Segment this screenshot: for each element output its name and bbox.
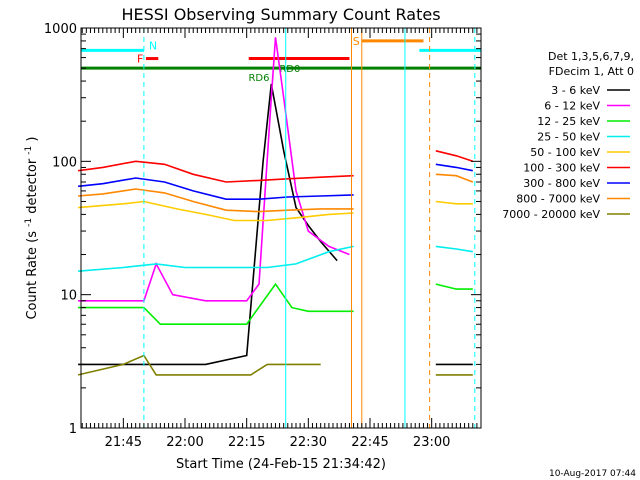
flag-label: S xyxy=(353,35,360,48)
legend-label: 300 - 800 keV xyxy=(523,177,600,190)
x-tick-label: 22:45 xyxy=(351,435,388,450)
y-label-sup-1: -1 xyxy=(24,218,34,227)
legend-label: 6 - 12 keV xyxy=(544,100,600,113)
series-line-6 xyxy=(78,163,473,200)
series-line-2 xyxy=(78,282,473,325)
legend-label: 12 - 25 keV xyxy=(537,115,600,128)
legend-label: 100 - 300 keV xyxy=(523,162,600,175)
x-tick-label: 23:00 xyxy=(413,435,450,450)
legend-header-1: Det 1,3,5,6,7,9, xyxy=(548,50,634,63)
axis-ticks: 1 10 100 1000 21:45 22:00 22:15 22:30 22:45 23:00 xyxy=(44,22,482,450)
y-label-part-3: ) xyxy=(25,136,40,141)
legend-label: 25 - 50 keV xyxy=(537,131,600,144)
series-line-0 xyxy=(78,83,473,366)
legend-header-2: FDecim 1, Att 0 xyxy=(549,65,634,78)
series-line-5 xyxy=(77,150,474,183)
series-layer xyxy=(77,37,474,376)
y-tick-label: 1 xyxy=(69,422,77,437)
series-line-8 xyxy=(77,354,473,376)
series-line-4 xyxy=(78,200,473,222)
date-stamp: 10-Aug-2017 07:44 xyxy=(549,469,636,479)
legend: Det 1,3,5,6,7,9, FDecim 1, Att 0 3 - 6 k… xyxy=(502,50,634,221)
y-label-part-1: Count Rate (s xyxy=(25,231,40,320)
x-tick-label: 22:00 xyxy=(166,435,203,450)
y-label-sup-2: -1 xyxy=(24,146,34,155)
flag-label: F xyxy=(137,53,143,66)
attenuator-lines xyxy=(80,28,476,428)
y-tick-label: 100 xyxy=(52,155,77,170)
series-line-7 xyxy=(78,173,474,213)
chart-title: HESSI Observing Summary Count Rates xyxy=(121,5,440,24)
legend-label: 7000 - 20000 keV xyxy=(502,208,600,221)
x-tick-label: 22:30 xyxy=(290,435,327,450)
x-tick-label: 21:45 xyxy=(105,435,142,450)
x-axis-label: Start Time (24-Feb-15 21:34:42) xyxy=(176,457,386,472)
legend-items: 3 - 6 keV 6 - 12 keV 12 - 25 keV 25 - 50 ke… xyxy=(502,84,630,221)
series-line-1 xyxy=(78,37,350,302)
y-tick-label: 10 xyxy=(60,289,77,304)
flag-text: RD6 xyxy=(248,73,269,84)
y-label-part-2: detector xyxy=(25,158,40,214)
instrument-flags: NF S RD6 RD0 xyxy=(81,35,481,84)
legend-label: 3 - 6 keV xyxy=(551,84,600,97)
flag-label: N xyxy=(149,39,157,52)
y-axis-label: Count Rate (s -1 detector -1 ) xyxy=(20,136,40,319)
x-tick-label: 22:15 xyxy=(228,435,265,450)
legend-label: 50 - 100 keV xyxy=(530,146,600,159)
legend-label: 800 - 7000 keV xyxy=(516,193,600,206)
series-line-3 xyxy=(78,245,473,272)
y-tick-label: 1000 xyxy=(44,22,77,37)
flag-text: RD0 xyxy=(279,64,300,75)
plot-frame xyxy=(80,27,482,429)
